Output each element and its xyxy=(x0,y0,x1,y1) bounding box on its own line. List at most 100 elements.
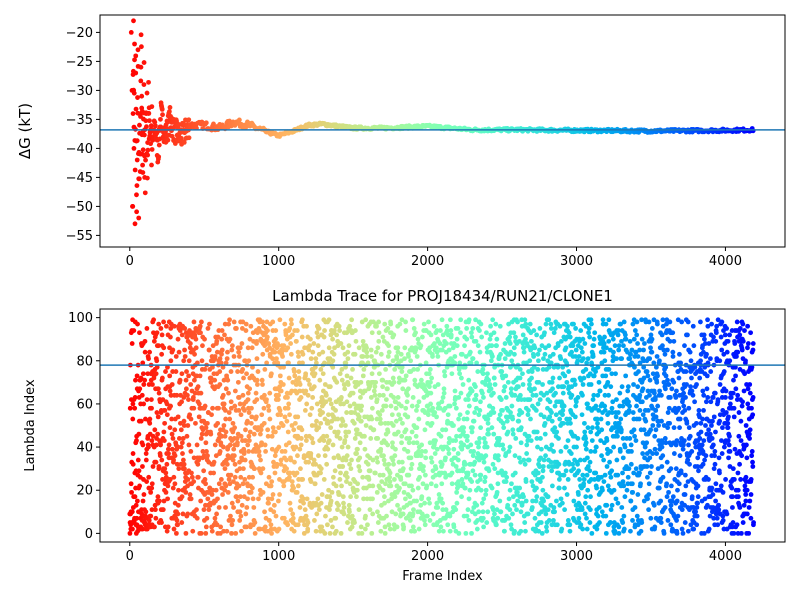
lambda-point xyxy=(521,494,526,500)
lambda-point xyxy=(452,401,457,407)
lambda-point xyxy=(140,371,146,377)
lambda-point xyxy=(234,436,240,441)
lambda-point xyxy=(457,371,463,377)
lambda-point xyxy=(429,459,435,465)
lambda-point xyxy=(632,433,637,439)
lambda-point xyxy=(324,522,330,528)
lambda-point xyxy=(308,479,314,484)
lambda-point xyxy=(317,377,323,383)
lambda-point xyxy=(408,500,413,506)
lambda-point xyxy=(399,364,405,370)
lambda-point xyxy=(147,349,152,355)
lambda-point xyxy=(623,336,629,342)
lambda-point xyxy=(497,412,503,418)
lambda-point xyxy=(532,386,537,392)
lambda-point xyxy=(537,479,543,484)
lambda-point xyxy=(535,351,541,357)
lambda-point xyxy=(217,382,223,387)
lambda-point xyxy=(204,420,210,426)
lambda-point xyxy=(385,354,391,359)
lambda-point xyxy=(338,341,344,346)
lambda-point xyxy=(701,407,706,413)
lambda-point xyxy=(739,453,745,459)
dg-point xyxy=(144,124,149,130)
lambda-point xyxy=(511,345,517,351)
lambda-point xyxy=(582,429,588,435)
lambda-point xyxy=(232,388,238,394)
lambda-point xyxy=(454,343,460,349)
lambda-point xyxy=(593,444,599,450)
lambda-point xyxy=(519,500,525,506)
lambda-point xyxy=(663,386,668,392)
lambda-point xyxy=(518,440,524,446)
lambda-point xyxy=(144,479,150,484)
lambda-point xyxy=(368,395,374,400)
lambda-point xyxy=(513,334,518,340)
lambda-point xyxy=(700,388,706,394)
lambda-point xyxy=(687,349,693,355)
lambda-point xyxy=(653,407,659,413)
lambda-point xyxy=(205,326,211,331)
lambda-point xyxy=(414,425,420,431)
lambda-point xyxy=(645,474,650,480)
lambda-point xyxy=(693,509,699,515)
lambda-point xyxy=(332,468,338,474)
lambda-point xyxy=(584,455,590,461)
lambda-point xyxy=(214,338,220,344)
lambda-point xyxy=(608,474,614,480)
lambda-point xyxy=(337,477,343,482)
lambda-point xyxy=(691,526,697,532)
lambda-point xyxy=(315,496,321,502)
lambda-point xyxy=(459,351,465,357)
lambda-point xyxy=(569,349,575,355)
lambda-point xyxy=(276,425,282,431)
lambda-point xyxy=(355,481,361,487)
lambda-point xyxy=(334,332,340,338)
lambda-point xyxy=(717,382,723,387)
lambda-point xyxy=(635,384,641,390)
lambda-point xyxy=(233,530,239,536)
lambda-point xyxy=(275,397,281,403)
lambda-point xyxy=(229,343,235,349)
lambda-point xyxy=(223,483,229,489)
lambda-point xyxy=(177,377,183,383)
lambda-point xyxy=(399,440,404,446)
lambda-point xyxy=(572,414,578,420)
lambda-point xyxy=(376,338,382,344)
lambda-point xyxy=(418,343,424,349)
lambda-point xyxy=(333,483,339,489)
lambda-point xyxy=(570,343,576,349)
lambda-point xyxy=(286,401,292,407)
lambda-point xyxy=(160,507,166,513)
lambda-point xyxy=(328,401,334,407)
lambda-point xyxy=(455,451,461,456)
lambda-point xyxy=(730,520,736,525)
lambda-point xyxy=(541,414,547,420)
lambda-point xyxy=(262,509,267,515)
lambda-point xyxy=(679,507,685,513)
lambda-point xyxy=(732,446,738,452)
lambda-point xyxy=(390,375,396,381)
lambda-point xyxy=(215,334,221,340)
lambda-point xyxy=(371,427,377,433)
lambda-point xyxy=(389,496,394,502)
lambda-point xyxy=(599,453,604,459)
lambda-point xyxy=(161,438,167,444)
lambda-point xyxy=(208,375,214,381)
lambda-point xyxy=(598,474,604,480)
lambda-point xyxy=(697,436,703,441)
lambda-point xyxy=(735,487,741,493)
lambda-point xyxy=(586,330,591,336)
lambda-point xyxy=(711,515,717,521)
lambda-point xyxy=(365,461,371,467)
lambda-point xyxy=(172,481,178,487)
lambda-point xyxy=(713,338,719,344)
lambda-point xyxy=(252,466,257,472)
lambda-point xyxy=(467,487,473,493)
lambda-point xyxy=(505,379,511,385)
lambda-point xyxy=(553,412,559,418)
lambda-point xyxy=(147,416,153,422)
lambda-point xyxy=(388,403,394,409)
lambda-point xyxy=(596,379,602,385)
lambda-point xyxy=(194,442,200,448)
